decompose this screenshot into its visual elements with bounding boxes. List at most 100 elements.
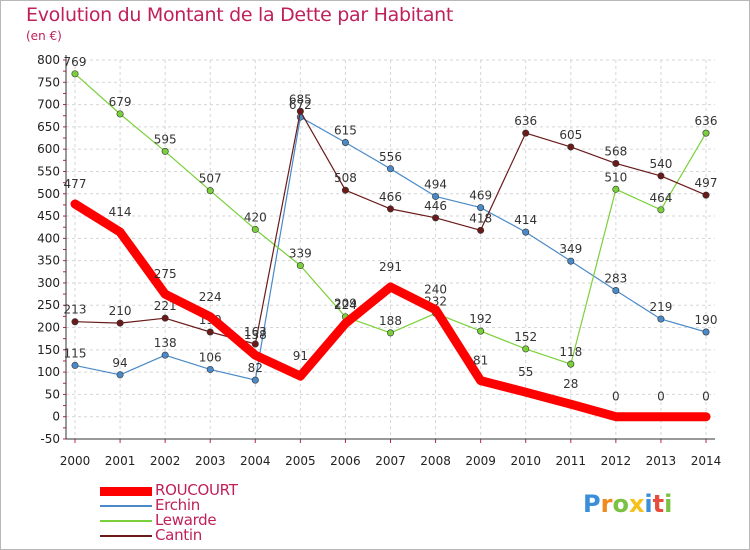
data-label-roucourt: 240 xyxy=(424,283,447,297)
data-label-cantin: 636 xyxy=(514,114,537,128)
point-erchin xyxy=(386,165,394,173)
data-label-roucourt: 91 xyxy=(293,349,308,363)
y-tick-label: 400 xyxy=(37,231,60,245)
chart-title: Evolution du Montant de la Dette par Hab… xyxy=(26,4,454,26)
x-tick-label: 2009 xyxy=(465,454,496,468)
y-tick-label: 500 xyxy=(37,187,60,201)
point-erchin xyxy=(161,351,169,359)
data-label-erchin: 283 xyxy=(604,272,627,286)
point-lewarde xyxy=(522,345,530,353)
data-label-roucourt: 55 xyxy=(518,365,533,379)
point-cantin xyxy=(71,318,79,326)
data-label-roucourt: 138 xyxy=(244,328,267,342)
y-tick-label: 800 xyxy=(37,53,60,67)
point-roucourt xyxy=(161,290,169,298)
data-label-cantin: 213 xyxy=(64,303,87,317)
y-tick-label: 750 xyxy=(37,75,60,89)
point-cantin xyxy=(161,314,169,322)
point-cantin xyxy=(386,205,394,213)
logo-letter: i xyxy=(664,490,673,518)
data-label-lewarde: 188 xyxy=(379,314,402,328)
y-tick-label: 0 xyxy=(52,410,60,424)
data-label-lewarde: 192 xyxy=(469,312,492,326)
data-label-cantin: 466 xyxy=(379,190,402,204)
data-label-lewarde: 152 xyxy=(514,330,537,344)
logo-letter: x xyxy=(628,490,645,518)
point-roucourt xyxy=(252,351,259,359)
data-label-erchin: 106 xyxy=(199,350,222,364)
data-label-erchin: 190 xyxy=(695,313,718,327)
point-lewarde xyxy=(251,225,259,233)
legend-swatch xyxy=(100,486,152,496)
data-label-roucourt: 209 xyxy=(334,297,357,311)
point-roucourt xyxy=(207,313,214,321)
point-roucourt xyxy=(522,388,529,396)
point-cantin xyxy=(477,226,485,234)
logo-letter: P xyxy=(583,490,601,518)
data-label-roucourt: 28 xyxy=(563,377,578,391)
legend-swatch xyxy=(100,535,152,537)
data-label-lewarde: 339 xyxy=(289,247,312,261)
point-lewarde xyxy=(116,110,124,118)
legend-swatch xyxy=(100,520,152,522)
data-label-roucourt: 275 xyxy=(154,267,177,281)
point-lewarde xyxy=(477,327,485,335)
y-tick-label: -50 xyxy=(40,432,60,446)
x-tick-label: 2013 xyxy=(646,454,677,468)
point-erchin xyxy=(432,192,440,200)
x-tick-label: 2011 xyxy=(556,454,587,468)
point-roucourt xyxy=(342,320,349,327)
y-tick-label: 350 xyxy=(37,254,60,268)
data-label-lewarde: 636 xyxy=(695,114,718,128)
data-label-erchin: 115 xyxy=(64,346,87,360)
point-roucourt xyxy=(116,228,124,236)
data-label-lewarde: 769 xyxy=(64,55,87,69)
legend-label: Lewarde xyxy=(155,511,217,529)
data-label-roucourt: 477 xyxy=(64,177,87,191)
point-erchin xyxy=(612,287,620,295)
x-tick-label: 2000 xyxy=(60,454,91,468)
point-roucourt xyxy=(567,401,574,408)
point-cantin xyxy=(432,214,440,222)
unit-label: (en €) xyxy=(26,29,62,43)
logo-letter: r xyxy=(600,490,613,518)
point-roucourt xyxy=(477,377,484,384)
data-label-erchin: 414 xyxy=(514,213,537,227)
data-label-lewarde: 507 xyxy=(199,172,222,186)
point-erchin xyxy=(341,138,349,146)
data-label-erchin: 138 xyxy=(154,336,177,350)
data-label-lewarde: 118 xyxy=(559,345,582,359)
point-lewarde xyxy=(206,187,214,195)
point-roucourt xyxy=(612,413,620,420)
legend-label: ROUCOURT xyxy=(155,481,238,499)
data-label-cantin: 418 xyxy=(469,211,492,225)
y-tick-label: 700 xyxy=(37,98,60,112)
point-roucourt xyxy=(387,283,394,291)
data-label-lewarde: 679 xyxy=(109,95,132,109)
logo-letter: i xyxy=(644,490,653,518)
y-tick-label: 50 xyxy=(45,387,60,401)
logo-letter: t xyxy=(652,490,665,518)
x-tick-label: 2004 xyxy=(240,454,271,468)
y-tick-label: 450 xyxy=(37,209,60,223)
data-label-erchin: 469 xyxy=(469,189,492,203)
legend-label: Erchin xyxy=(155,496,200,514)
point-roucourt xyxy=(432,306,439,313)
point-cantin xyxy=(612,159,620,167)
y-tick-label: 250 xyxy=(37,298,60,312)
logo-letter: o xyxy=(612,490,629,518)
point-roucourt xyxy=(657,413,665,420)
x-tick-label: 2010 xyxy=(510,454,541,468)
plot-area xyxy=(66,60,715,439)
data-label-erchin: 82 xyxy=(248,361,263,375)
y-tick-label: 200 xyxy=(37,321,60,335)
point-cantin xyxy=(296,107,304,115)
point-erchin xyxy=(116,371,124,379)
point-erchin xyxy=(71,361,79,369)
data-label-roucourt: 291 xyxy=(379,260,402,274)
y-tick-label: 300 xyxy=(37,276,60,290)
data-label-roucourt: 0 xyxy=(612,390,620,404)
x-tick-label: 2005 xyxy=(285,454,316,468)
data-label-lewarde: 464 xyxy=(649,191,672,205)
